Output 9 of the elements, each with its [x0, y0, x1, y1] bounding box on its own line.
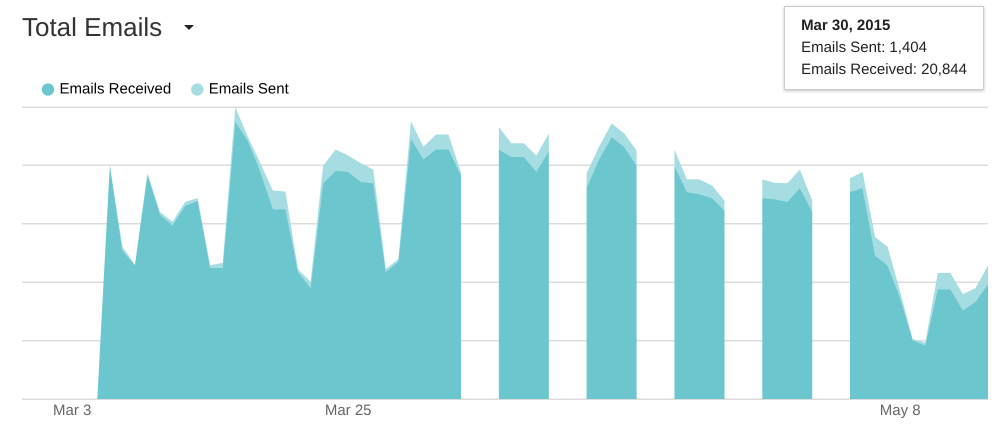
text: Emails Received: 20,844	[801, 60, 967, 80]
legend-label: Emails Received	[60, 80, 172, 98]
x-tick-label: Mar 3	[53, 402, 92, 420]
x-tick-label: May 8	[880, 402, 921, 420]
text: Emails Sent: 1,404	[801, 38, 928, 58]
legend-label: Emails Sent	[208, 80, 290, 98]
x-tick-label: Mar 25	[324, 402, 372, 420]
text: Mar 30, 2015	[801, 16, 892, 36]
chart-title: Total Emails	[22, 12, 162, 43]
